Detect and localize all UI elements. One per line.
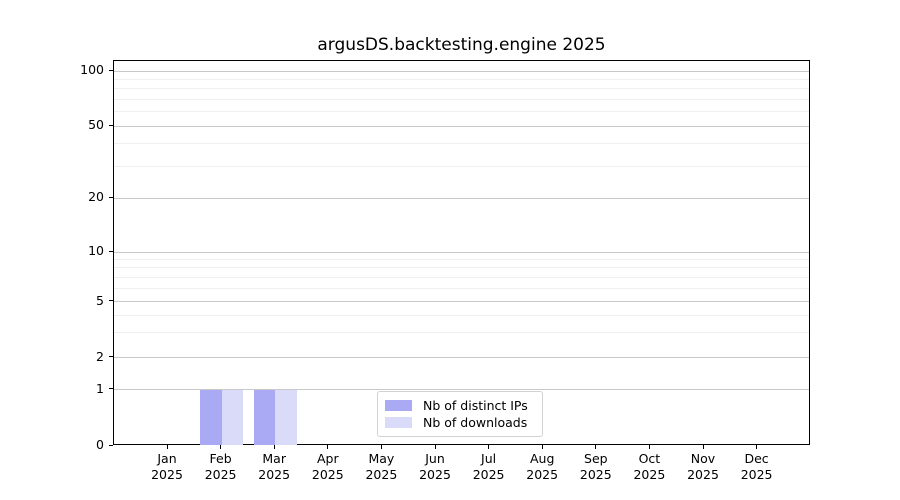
y-tick-label: 0 [96, 437, 104, 452]
minor-gridline [114, 143, 809, 145]
major-gridline [114, 251, 809, 253]
x-tick [166, 445, 168, 449]
x-tick [541, 445, 543, 449]
x-tick [380, 445, 382, 449]
x-tick-month: Jan [157, 451, 177, 466]
x-tick [220, 445, 222, 449]
x-tick-label: Mar 2025 [242, 451, 306, 482]
legend-label: Nb of downloads [423, 415, 528, 430]
x-tick-year: 2025 [258, 466, 291, 482]
x-tick-year: 2025 [311, 466, 344, 482]
legend-item: Nb of distinct IPs [385, 397, 534, 414]
x-tick-month: Feb [209, 451, 232, 466]
x-tick-year: 2025 [687, 466, 719, 482]
legend-swatch [385, 400, 412, 411]
minor-gridline [114, 78, 809, 80]
x-tick [434, 445, 436, 449]
x-tick-month: Oct [638, 451, 661, 466]
y-tick-label: 2 [96, 348, 104, 364]
minor-gridline [114, 88, 809, 90]
legend: Nb of distinct IPs Nb of downloads [377, 391, 543, 437]
y-tick [109, 444, 113, 446]
x-tick-year: 2025 [633, 466, 666, 482]
x-tick-year: 2025 [740, 466, 773, 482]
x-tick-label: May 2025 [349, 451, 413, 482]
x-tick [756, 445, 758, 449]
x-tick-month: Dec [744, 451, 769, 466]
x-tick-month: Mar [262, 451, 286, 466]
legend-label: Nb of distinct IPs [423, 398, 528, 413]
major-gridline [114, 357, 809, 358]
x-tick [595, 445, 597, 449]
y-tick-label: 100 [80, 62, 104, 77]
minor-gridline [114, 98, 809, 100]
x-tick-label: Feb 2025 [189, 451, 253, 482]
y-tick-label: 10 [88, 243, 104, 258]
minor-gridline [114, 165, 809, 167]
minor-gridline [114, 259, 809, 261]
bar-feb-distinct-ips [200, 389, 222, 445]
x-tick [327, 445, 329, 449]
y-tick [109, 300, 113, 301]
y-tick [109, 356, 113, 357]
y-tick [109, 388, 113, 389]
x-tick [702, 445, 704, 449]
y-tick [109, 196, 113, 198]
x-tick-month: Apr [316, 451, 339, 466]
major-gridline [114, 70, 809, 72]
x-tick-year: 2025 [472, 466, 505, 482]
x-tick-label: Jan 2025 [135, 451, 199, 482]
plot-area [113, 60, 810, 445]
y-tick [109, 250, 113, 252]
chart-title: argusDS.backtesting.engine 2025 [317, 35, 606, 55]
minor-gridline [114, 111, 809, 113]
x-tick-year: 2025 [526, 466, 559, 482]
x-tick-year: 2025 [579, 466, 612, 482]
y-tick [109, 69, 113, 71]
y-tick-label: 1 [96, 380, 104, 396]
x-tick-label: Apr 2025 [296, 451, 360, 482]
x-tick-label: Jul 2025 [457, 451, 521, 482]
major-gridline [114, 301, 809, 302]
x-tick-month: Sep [584, 451, 608, 466]
x-tick-year: 2025 [204, 466, 237, 482]
x-tick [648, 445, 650, 449]
x-tick-label: Aug 2025 [510, 451, 574, 482]
x-tick-month: Nov [690, 451, 716, 466]
bar-mar-downloads [275, 389, 297, 445]
legend-swatch [385, 417, 412, 428]
x-tick-label: Dec 2025 [725, 451, 789, 482]
x-tick-month: Aug [529, 451, 555, 466]
minor-gridline [114, 267, 809, 269]
y-tick-label: 20 [88, 189, 104, 204]
major-gridline [114, 197, 809, 199]
y-tick [109, 124, 113, 126]
x-tick-month: Jul [481, 451, 497, 466]
major-gridline [114, 389, 809, 390]
y-tick-label: 50 [88, 117, 104, 132]
bar-feb-downloads [221, 389, 244, 445]
x-tick-month: May [368, 451, 395, 466]
x-tick [273, 445, 275, 449]
x-tick-label: Oct 2025 [617, 451, 681, 482]
x-tick-label: Nov 2025 [671, 451, 735, 482]
legend-item: Nb of downloads [385, 414, 534, 431]
x-tick-year: 2025 [419, 466, 451, 482]
x-tick-year: 2025 [365, 466, 398, 482]
minor-gridline [114, 314, 809, 316]
x-tick-month: Jun [425, 451, 445, 466]
major-gridline [114, 125, 809, 127]
bar-mar-distinct-ips [253, 389, 276, 445]
minor-gridline [114, 332, 809, 334]
minor-gridline [114, 276, 809, 278]
x-tick-label: Sep 2025 [564, 451, 628, 482]
x-tick-label: Jun 2025 [403, 451, 467, 482]
x-tick [488, 445, 490, 449]
x-tick-year: 2025 [151, 466, 183, 482]
y-tick-label: 5 [96, 292, 104, 308]
minor-gridline [114, 287, 809, 289]
